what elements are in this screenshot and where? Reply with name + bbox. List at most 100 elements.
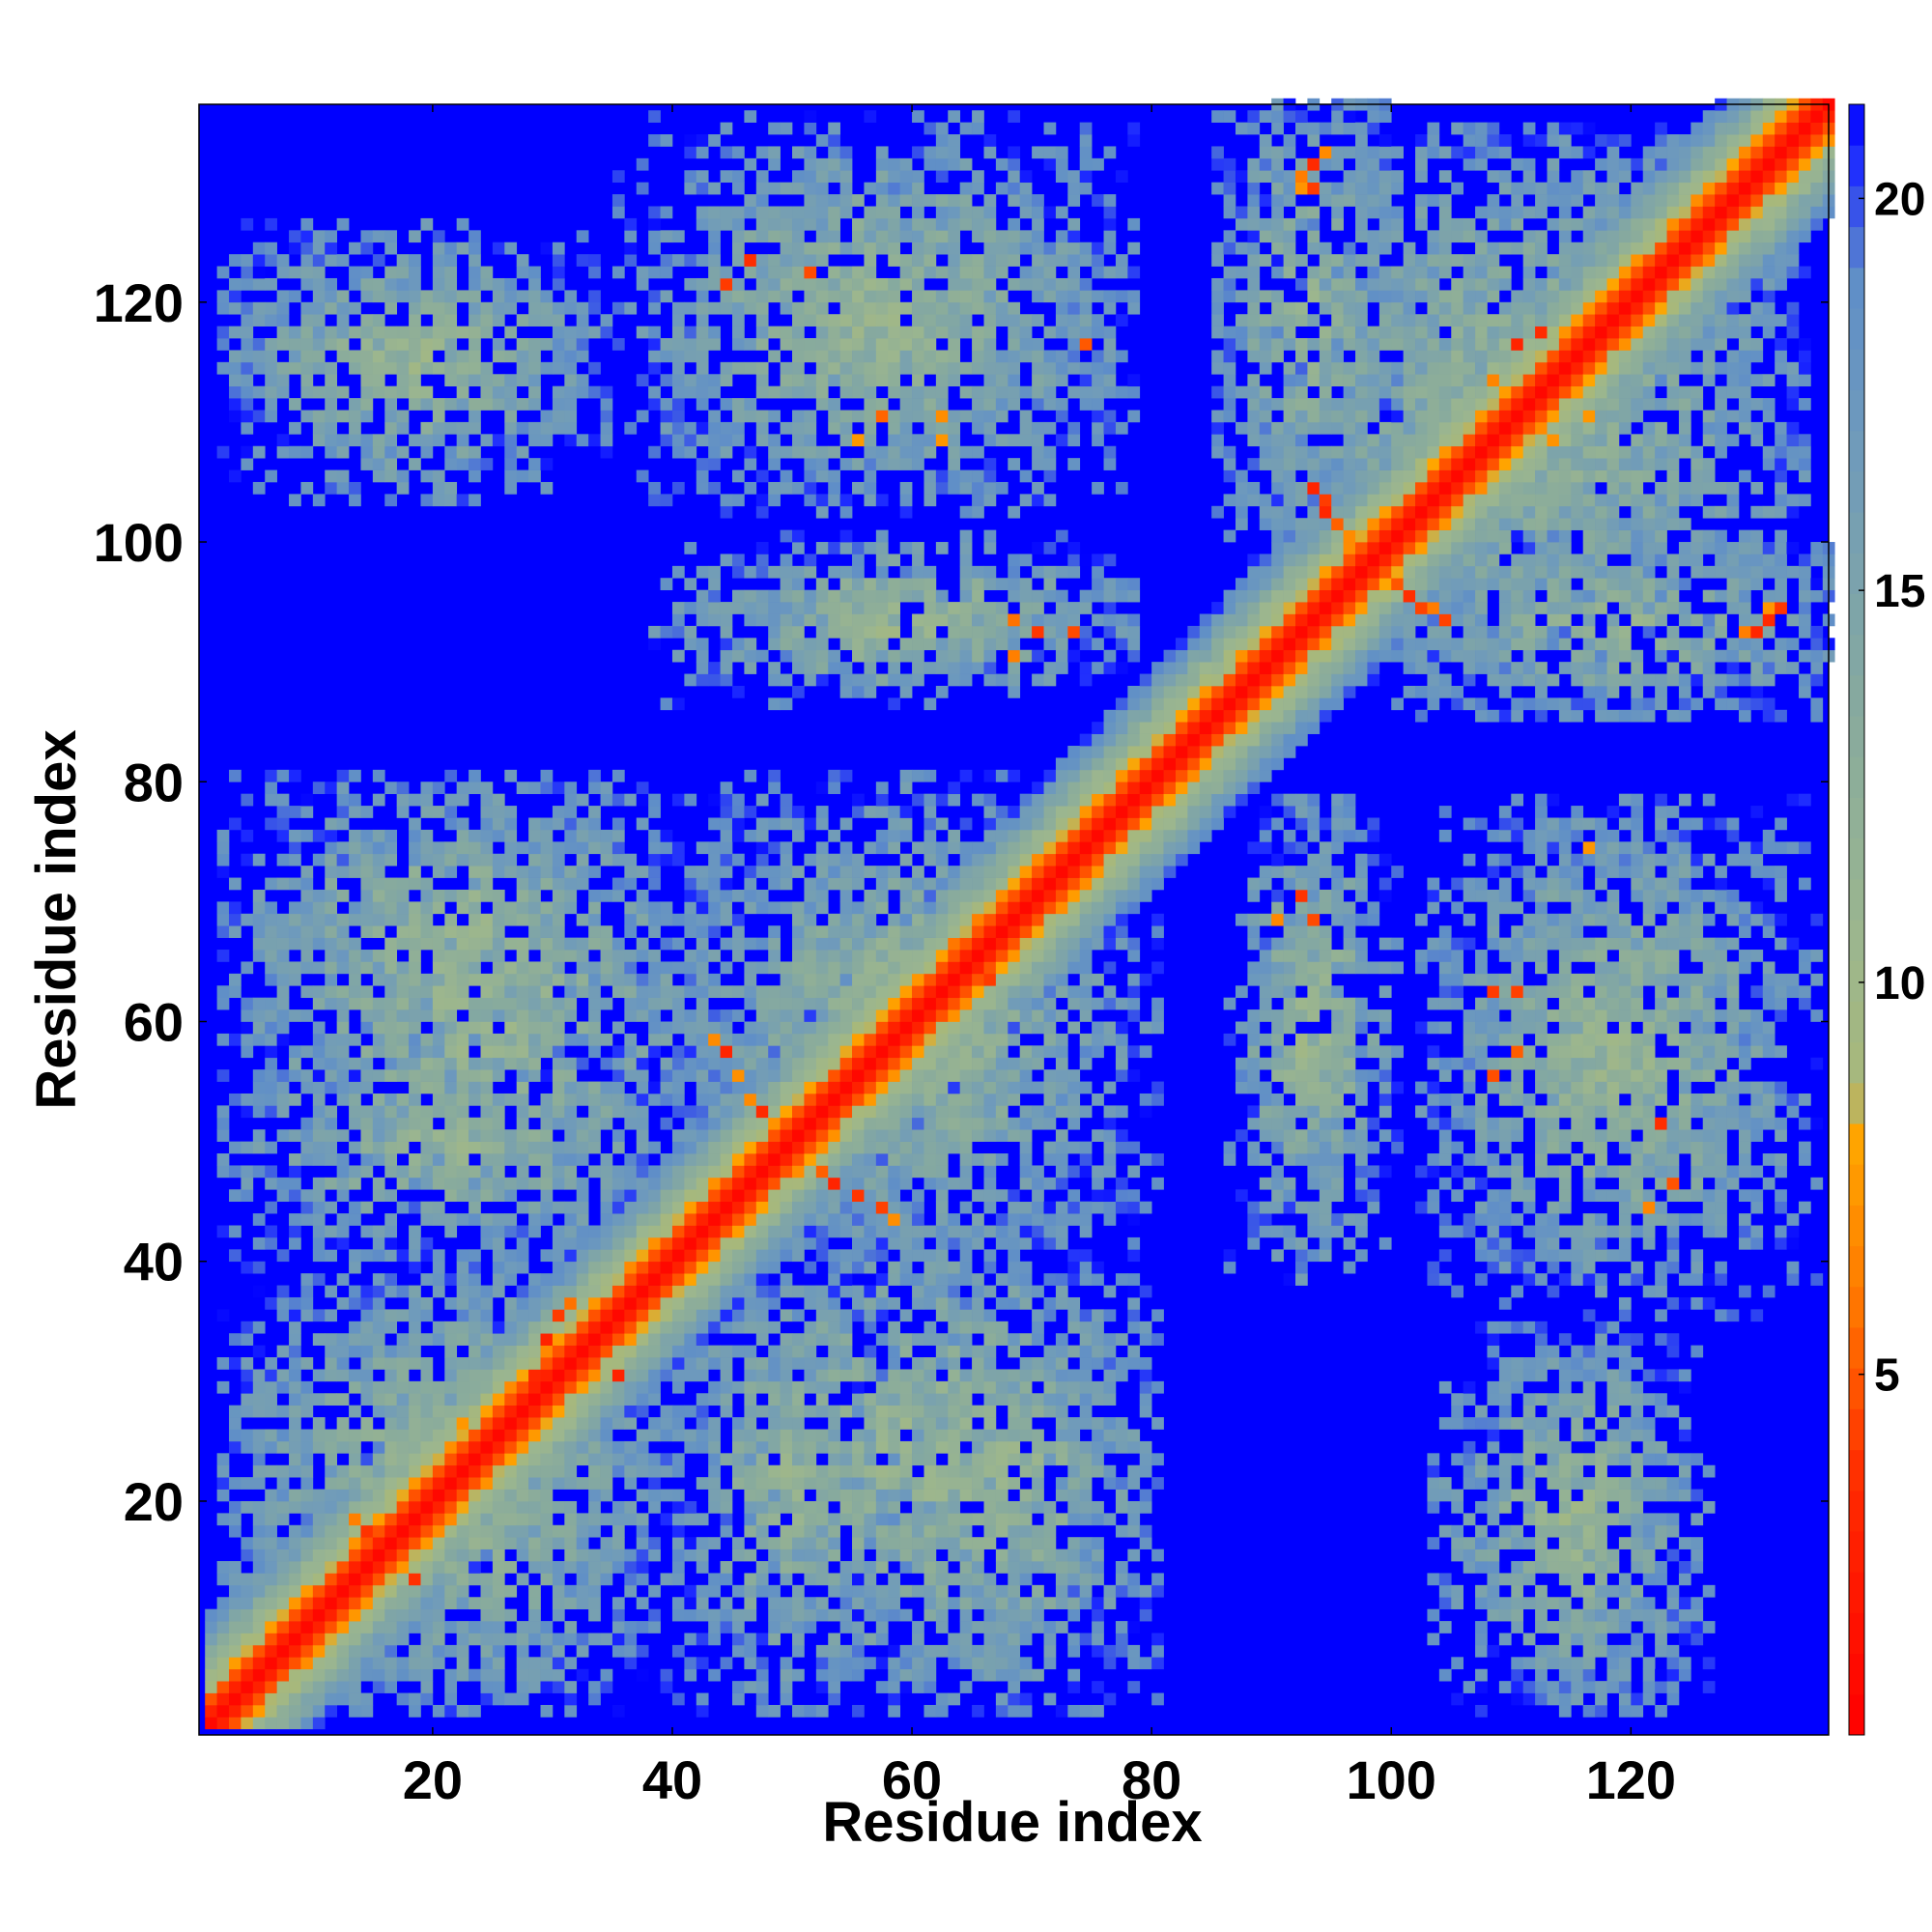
heatmap-cell <box>360 1668 374 1682</box>
heatmap-cell <box>624 1117 638 1130</box>
heatmap-cell <box>720 1453 733 1466</box>
heatmap-cell <box>864 374 877 387</box>
heatmap-cell <box>624 1548 638 1562</box>
heatmap-cell <box>372 1489 385 1502</box>
heatmap-cell <box>684 1440 697 1454</box>
heatmap-cell <box>744 361 757 375</box>
heatmap-cell <box>864 1309 877 1322</box>
heatmap-cell <box>912 1045 924 1059</box>
heatmap-cell <box>744 937 757 951</box>
heatmap-cell <box>552 1345 565 1358</box>
heatmap-cell <box>804 194 817 207</box>
heatmap-cell <box>432 1489 445 1502</box>
heatmap-cell <box>744 266 757 279</box>
heatmap-cell <box>852 1357 865 1370</box>
heatmap-cell <box>828 1189 840 1203</box>
heatmap-cell <box>265 973 277 986</box>
heatmap-cell <box>744 806 757 818</box>
heatmap-cell <box>708 950 721 962</box>
heatmap-cell <box>600 1393 613 1406</box>
heatmap-cell <box>492 385 505 399</box>
heatmap-cell <box>744 1644 757 1658</box>
heatmap-cell <box>516 1429 529 1442</box>
heatmap-cell <box>828 662 840 674</box>
heatmap-cell <box>420 1633 434 1646</box>
heatmap-cell <box>384 290 398 303</box>
heatmap-cell <box>289 1380 301 1394</box>
heatmap-cell <box>241 326 254 339</box>
heatmap-cell <box>349 1477 361 1490</box>
heatmap-cell <box>636 997 649 1010</box>
heatmap-cell <box>804 1213 817 1226</box>
heatmap-cell <box>671 481 685 495</box>
heatmap-cell <box>923 434 937 447</box>
heatmap-cell <box>636 1081 649 1094</box>
heatmap-cell <box>564 1201 578 1214</box>
heatmap-cell <box>899 254 913 267</box>
heatmap-cell <box>852 1285 865 1298</box>
heatmap-cell <box>696 589 709 603</box>
heatmap-cell <box>839 326 853 339</box>
heatmap-cell <box>923 1681 937 1693</box>
heatmap-cell <box>696 1165 709 1179</box>
heatmap-cell <box>923 853 937 867</box>
heatmap-cell <box>480 1681 494 1693</box>
heatmap-cell <box>923 494 937 507</box>
heatmap-cell <box>864 1153 877 1166</box>
heatmap-cell <box>444 254 458 267</box>
heatmap-cell <box>372 1393 385 1406</box>
heatmap-cell <box>480 1296 494 1310</box>
heatmap-cell <box>696 1537 709 1549</box>
heatmap-cell <box>660 697 673 711</box>
heatmap-cell <box>360 1153 374 1166</box>
heatmap-cell <box>696 1357 709 1370</box>
heatmap-cell <box>815 361 829 375</box>
heatmap-cell <box>229 1225 242 1238</box>
heatmap-cell <box>768 817 781 831</box>
heatmap-cell <box>349 1668 361 1682</box>
heatmap-cell <box>409 853 421 867</box>
heatmap-cell <box>875 361 889 375</box>
heatmap-cell <box>671 625 685 639</box>
heatmap-cell <box>636 1189 649 1203</box>
heatmap-cell <box>792 1117 805 1130</box>
heatmap-cell <box>899 434 913 447</box>
heatmap-cell <box>852 290 865 303</box>
heatmap-cell <box>768 266 781 279</box>
heatmap-cell <box>671 697 685 711</box>
heatmap-cell <box>611 1548 625 1562</box>
heatmap-cell <box>516 1668 529 1682</box>
heatmap-cell <box>671 1093 685 1106</box>
heatmap-cell <box>480 1069 494 1082</box>
heatmap-cell <box>252 853 266 867</box>
heatmap-cell <box>828 1345 840 1358</box>
heatmap-cell <box>875 1477 889 1490</box>
heatmap-cell <box>372 866 385 878</box>
heatmap-cell <box>732 1105 745 1119</box>
heatmap-cell <box>360 1321 374 1334</box>
heatmap-cell <box>708 1621 721 1634</box>
heatmap-cell <box>852 338 865 351</box>
heatmap-cell <box>875 146 889 159</box>
heatmap-cell <box>780 1597 793 1610</box>
heatmap-cell <box>923 314 937 327</box>
heatmap-cell <box>636 1261 649 1274</box>
heatmap-cell <box>492 973 505 986</box>
heatmap-cell <box>815 973 829 986</box>
heatmap-cell <box>444 1417 458 1430</box>
heatmap-cell <box>564 1464 578 1478</box>
heatmap-cell <box>540 1177 554 1190</box>
heatmap-cell <box>899 1524 913 1538</box>
heatmap-cell <box>780 1561 793 1574</box>
heatmap-cell <box>564 793 578 807</box>
heatmap-cell <box>229 1417 242 1430</box>
heatmap-cell <box>792 985 805 999</box>
heatmap-cell <box>660 1021 673 1035</box>
heatmap-cell <box>552 1369 565 1382</box>
heatmap-cell <box>312 1597 326 1610</box>
heatmap-cell <box>875 973 889 986</box>
heatmap-cell <box>935 997 949 1010</box>
heatmap-cell <box>349 398 361 411</box>
heatmap-cell <box>935 206 949 219</box>
heatmap-cell <box>732 1177 745 1190</box>
